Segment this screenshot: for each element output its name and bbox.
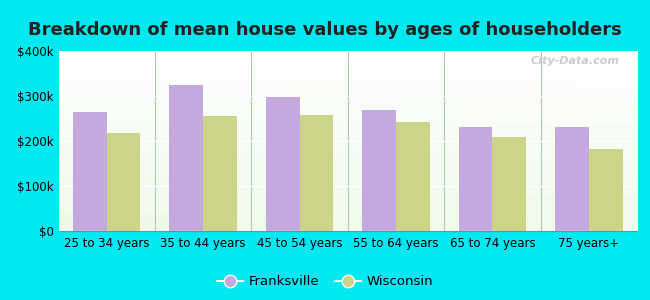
Bar xyxy=(300,115,333,231)
Bar xyxy=(589,148,623,231)
Bar xyxy=(493,136,526,231)
Text: City-Data.com: City-Data.com xyxy=(530,56,619,66)
Bar xyxy=(203,116,237,231)
Bar xyxy=(266,97,300,231)
Bar xyxy=(555,127,589,231)
Bar xyxy=(107,133,140,231)
Bar xyxy=(170,85,203,231)
Text: Breakdown of mean house values by ages of householders: Breakdown of mean house values by ages o… xyxy=(28,21,622,39)
Bar xyxy=(73,112,107,231)
Bar xyxy=(459,127,493,231)
Legend: Franksville, Wisconsin: Franksville, Wisconsin xyxy=(211,270,439,293)
Bar xyxy=(396,122,430,231)
Bar xyxy=(362,110,396,231)
